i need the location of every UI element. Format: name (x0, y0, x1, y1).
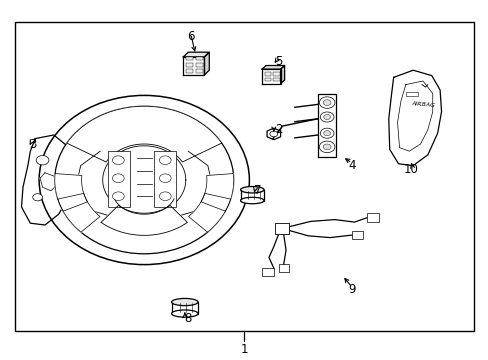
Circle shape (112, 192, 124, 201)
Polygon shape (101, 206, 187, 235)
Circle shape (159, 156, 171, 165)
Text: 1: 1 (240, 343, 248, 356)
Ellipse shape (55, 106, 233, 254)
Polygon shape (201, 174, 233, 211)
Bar (154, 151, 176, 207)
Ellipse shape (240, 186, 264, 193)
Circle shape (33, 194, 42, 201)
Circle shape (323, 144, 330, 150)
Polygon shape (102, 146, 185, 214)
Bar (196, 63, 203, 67)
Ellipse shape (240, 197, 264, 204)
Polygon shape (55, 174, 87, 211)
Polygon shape (183, 57, 204, 75)
Circle shape (320, 128, 333, 138)
Circle shape (319, 141, 334, 153)
Circle shape (159, 174, 171, 183)
Bar (196, 69, 203, 73)
Polygon shape (262, 66, 284, 69)
Polygon shape (204, 52, 209, 75)
Ellipse shape (39, 95, 249, 265)
Bar (273, 72, 279, 76)
Polygon shape (67, 106, 221, 162)
Circle shape (320, 112, 333, 122)
Polygon shape (21, 135, 68, 225)
Polygon shape (388, 70, 441, 166)
Ellipse shape (171, 298, 198, 306)
Circle shape (323, 100, 330, 105)
Circle shape (319, 97, 334, 108)
Text: 3: 3 (29, 138, 37, 150)
Polygon shape (317, 94, 336, 157)
Text: 10: 10 (403, 163, 417, 176)
Bar (264, 78, 270, 81)
Circle shape (323, 114, 330, 120)
Bar (278, 264, 288, 272)
Polygon shape (172, 302, 198, 314)
Bar (351, 231, 362, 239)
Polygon shape (58, 193, 100, 232)
Text: 6: 6 (186, 30, 194, 42)
Bar (366, 213, 378, 222)
Ellipse shape (171, 310, 198, 317)
Polygon shape (241, 190, 264, 201)
Bar (273, 78, 279, 81)
Circle shape (159, 192, 171, 201)
Polygon shape (40, 173, 59, 191)
Polygon shape (280, 66, 284, 84)
Text: AIRBAG: AIRBAG (410, 101, 434, 108)
Bar (275, 223, 288, 234)
Circle shape (323, 131, 330, 136)
Bar (15, 22, 473, 331)
Circle shape (112, 156, 124, 165)
Bar (261, 268, 273, 276)
Circle shape (112, 174, 124, 183)
Circle shape (269, 131, 277, 137)
Bar (264, 72, 270, 76)
Bar (185, 57, 193, 60)
Polygon shape (183, 52, 209, 57)
Text: 7: 7 (253, 184, 261, 197)
Text: 5: 5 (274, 55, 282, 68)
Circle shape (36, 156, 49, 165)
Polygon shape (266, 128, 280, 140)
Text: 4: 4 (347, 159, 355, 172)
Bar (185, 63, 193, 67)
Bar (405, 92, 417, 96)
Text: 2: 2 (274, 123, 282, 136)
Polygon shape (262, 69, 280, 84)
Polygon shape (188, 193, 230, 232)
Bar (185, 69, 193, 73)
Bar (196, 57, 203, 60)
Text: 8: 8 (184, 312, 192, 325)
Text: 9: 9 (347, 283, 355, 296)
Bar (107, 151, 129, 207)
